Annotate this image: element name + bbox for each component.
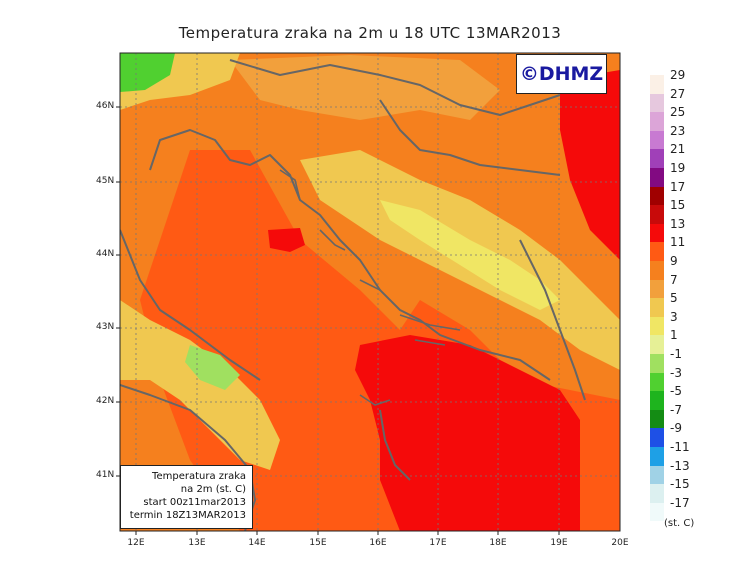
plot-frame <box>119 52 621 532</box>
legend-label: -17 <box>670 495 690 510</box>
temperature-zone-east-warm <box>560 70 620 260</box>
legend-label: 29 <box>670 68 686 82</box>
map-title: Temperatura zraka na 2m u 18 UTC 13MAR20… <box>178 24 562 42</box>
legend-swatch <box>650 354 664 373</box>
coastlines <box>120 59 586 531</box>
legend-label: -9 <box>670 421 682 436</box>
axis-ticks <box>116 106 560 535</box>
lon-label-20e: 20E <box>611 538 629 548</box>
legend-label: 15 <box>670 198 686 213</box>
lat-label-43n: 43N <box>96 322 115 332</box>
legend-label: 17 <box>670 179 686 194</box>
legend-label: -5 <box>670 384 682 399</box>
legend-label: -13 <box>670 458 690 473</box>
legend-units: (st. C) <box>664 518 695 529</box>
legend-swatch <box>650 484 664 503</box>
info-line-1: Temperatura zraka <box>152 471 246 482</box>
legend-swatch <box>650 130 664 150</box>
lon-label-12e: 12E <box>127 538 145 548</box>
forecast-info-box: Temperatura zraka na 2m (st. C) start 00… <box>120 465 253 529</box>
legend-label: 9 <box>670 254 678 268</box>
legend-label: -3 <box>670 365 682 380</box>
legend-label: -11 <box>670 440 690 454</box>
info-line-2: na 2m (st. C) <box>180 484 246 495</box>
lon-label-17e: 17E <box>429 538 447 548</box>
temperature-zone-south-warm <box>355 335 580 531</box>
legend-swatch <box>650 93 664 113</box>
lon-label-14e: 14E <box>248 538 266 548</box>
legend-label: 3 <box>670 309 678 324</box>
legend-swatch <box>650 428 664 447</box>
legend-swatch <box>650 316 664 336</box>
lon-label-18e: 18E <box>489 538 507 548</box>
legend-swatch <box>650 298 664 317</box>
legend-swatch <box>650 186 664 206</box>
legend-swatch <box>650 223 664 243</box>
temperature-zone-italy <box>120 300 280 470</box>
lat-label-45n: 45N <box>96 176 115 186</box>
temperature-zone-alps-cold <box>120 53 175 92</box>
legend-swatch <box>650 335 664 354</box>
legend-swatch <box>650 149 664 168</box>
legend-swatch <box>650 168 664 187</box>
legend-label: 11 <box>670 235 686 250</box>
legend-label: 27 <box>670 86 686 101</box>
dhmz-copyright: ©DHMZ <box>516 54 607 94</box>
legend-label: 19 <box>670 161 686 175</box>
lat-label-41n: 41N <box>96 470 115 480</box>
legend-label: 1 <box>670 328 678 343</box>
lon-label-16e: 16E <box>369 538 387 548</box>
lon-label-15e: 15E <box>309 538 327 548</box>
lon-label-19e: 19E <box>550 538 568 548</box>
legend-swatch <box>650 465 664 485</box>
legend-swatch <box>650 502 664 522</box>
legend-label: -15 <box>670 477 690 492</box>
lat-label-44n: 44N <box>96 249 115 259</box>
info-line-4: termin 18Z13MAR2013 <box>129 510 246 521</box>
legend-swatch <box>650 279 664 299</box>
legend-swatch <box>650 372 664 392</box>
legend-label: 25 <box>670 105 686 120</box>
legend-label: 5 <box>670 291 678 306</box>
islands <box>279 169 461 406</box>
legend-swatch <box>650 391 664 410</box>
legend-swatch <box>650 205 664 224</box>
legend-swatch <box>650 242 664 261</box>
legend-label: -1 <box>670 347 682 361</box>
lon-label-13e: 13E <box>188 538 206 548</box>
legend-label: -7 <box>670 402 682 417</box>
legend-swatch <box>650 261 664 280</box>
legend-label: 21 <box>670 142 686 157</box>
temperature-zone-northwest-warm <box>268 228 305 252</box>
info-line-3: start 00z11mar2013 <box>143 497 246 508</box>
legend-label: 7 <box>670 272 678 287</box>
legend-swatch <box>650 409 664 429</box>
legend-swatch <box>650 447 664 466</box>
temperature-zone-italy-cool <box>185 345 240 390</box>
legend-label: 13 <box>670 216 686 231</box>
lat-label-42n: 42N <box>96 396 115 406</box>
legend-swatch <box>650 112 664 131</box>
legend-label: 23 <box>670 123 686 138</box>
legend-swatch <box>650 75 664 94</box>
lat-label-46n: 46N <box>96 101 115 111</box>
